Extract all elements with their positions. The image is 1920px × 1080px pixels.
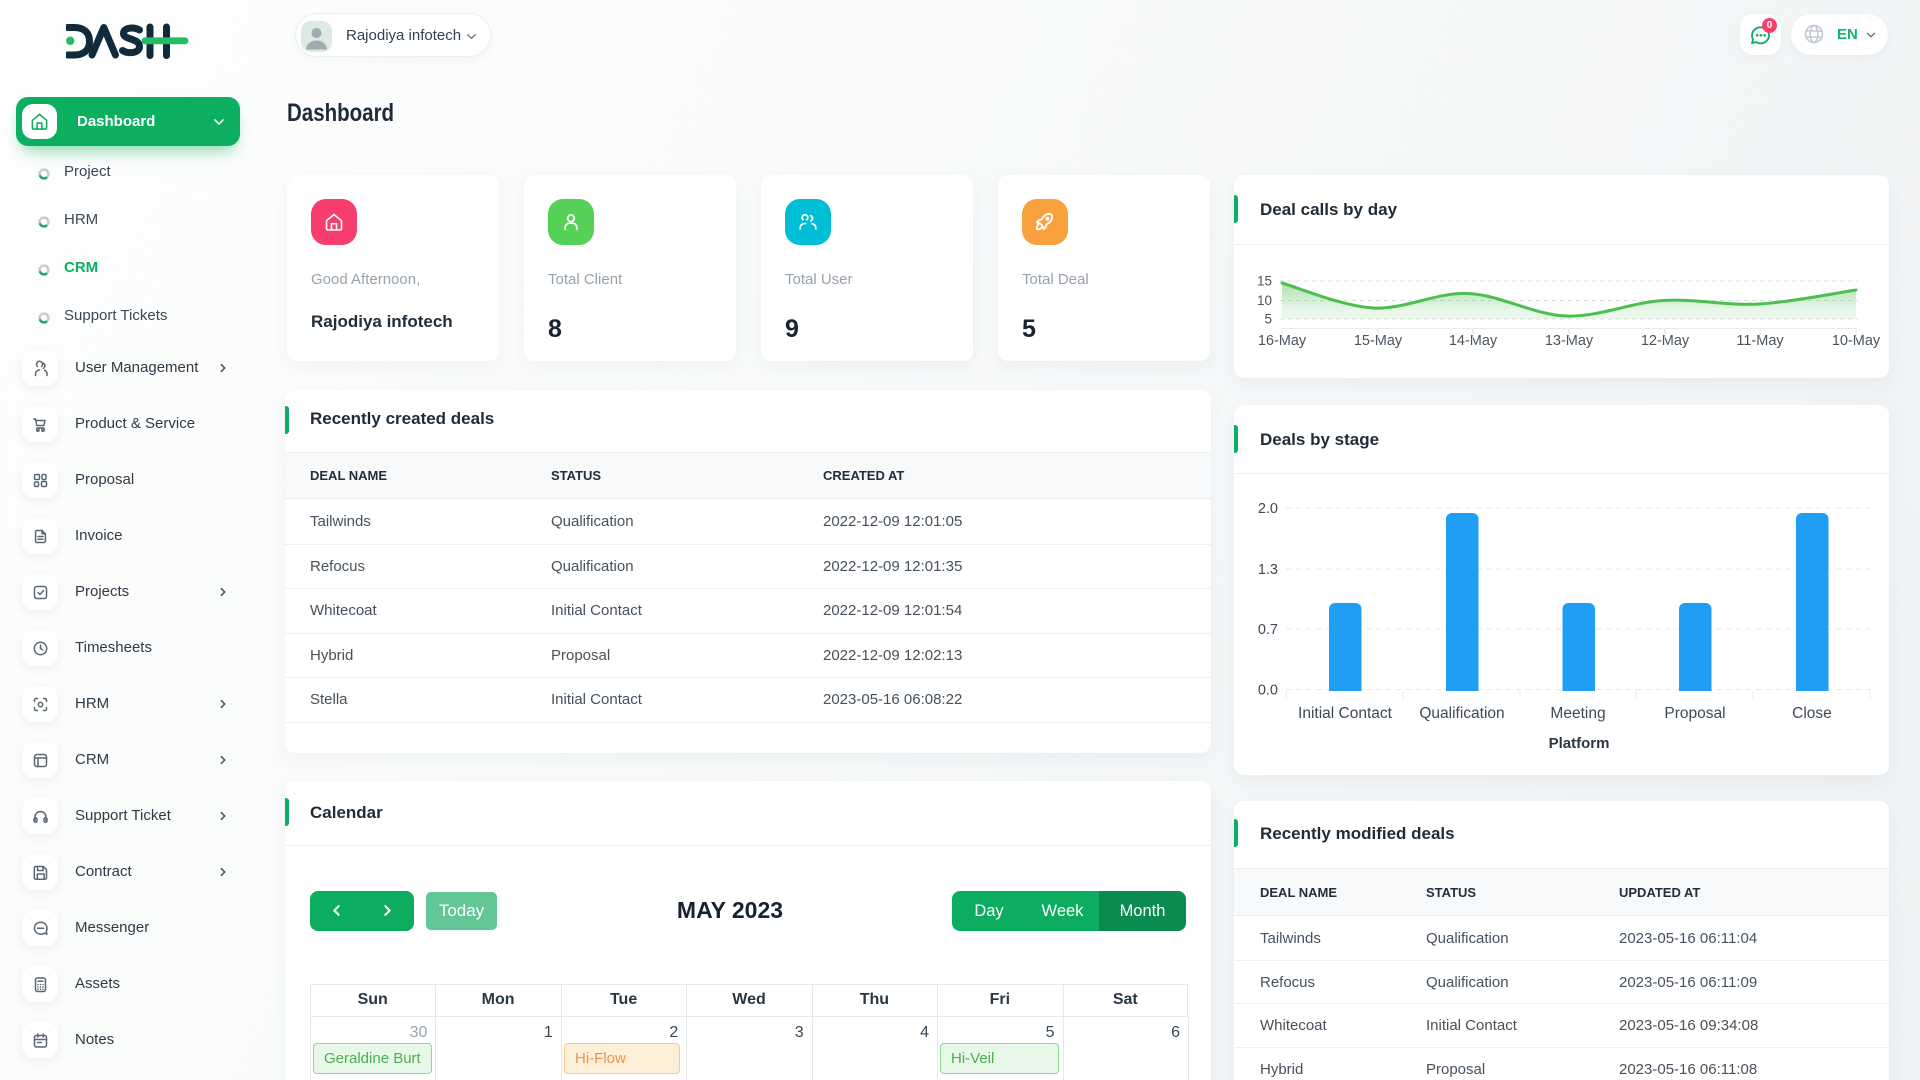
svg-text:Platform: Platform [1549,735,1610,752]
svg-text:1.3: 1.3 [1258,562,1278,578]
svg-text:10-May: 10-May [1832,333,1881,349]
svg-text:Close: Close [1792,705,1832,722]
svg-text:Qualification: Qualification [1419,705,1504,722]
svg-text:15-May: 15-May [1354,333,1403,349]
svg-text:5: 5 [1264,312,1272,327]
svg-text:13-May: 13-May [1545,333,1594,349]
svg-text:2.0: 2.0 [1258,501,1278,517]
svg-text:12-May: 12-May [1641,333,1690,349]
svg-text:15: 15 [1257,274,1272,289]
svg-text:Proposal: Proposal [1664,705,1725,722]
svg-text:14-May: 14-May [1449,333,1498,349]
svg-text:Meeting: Meeting [1550,705,1605,722]
svg-text:10: 10 [1257,293,1272,308]
svg-text:Initial Contact: Initial Contact [1298,705,1393,722]
svg-text:0.7: 0.7 [1258,622,1278,638]
svg-text:0.0: 0.0 [1258,683,1278,699]
svg-text:16-May: 16-May [1258,333,1307,349]
svg-text:11-May: 11-May [1736,333,1784,349]
